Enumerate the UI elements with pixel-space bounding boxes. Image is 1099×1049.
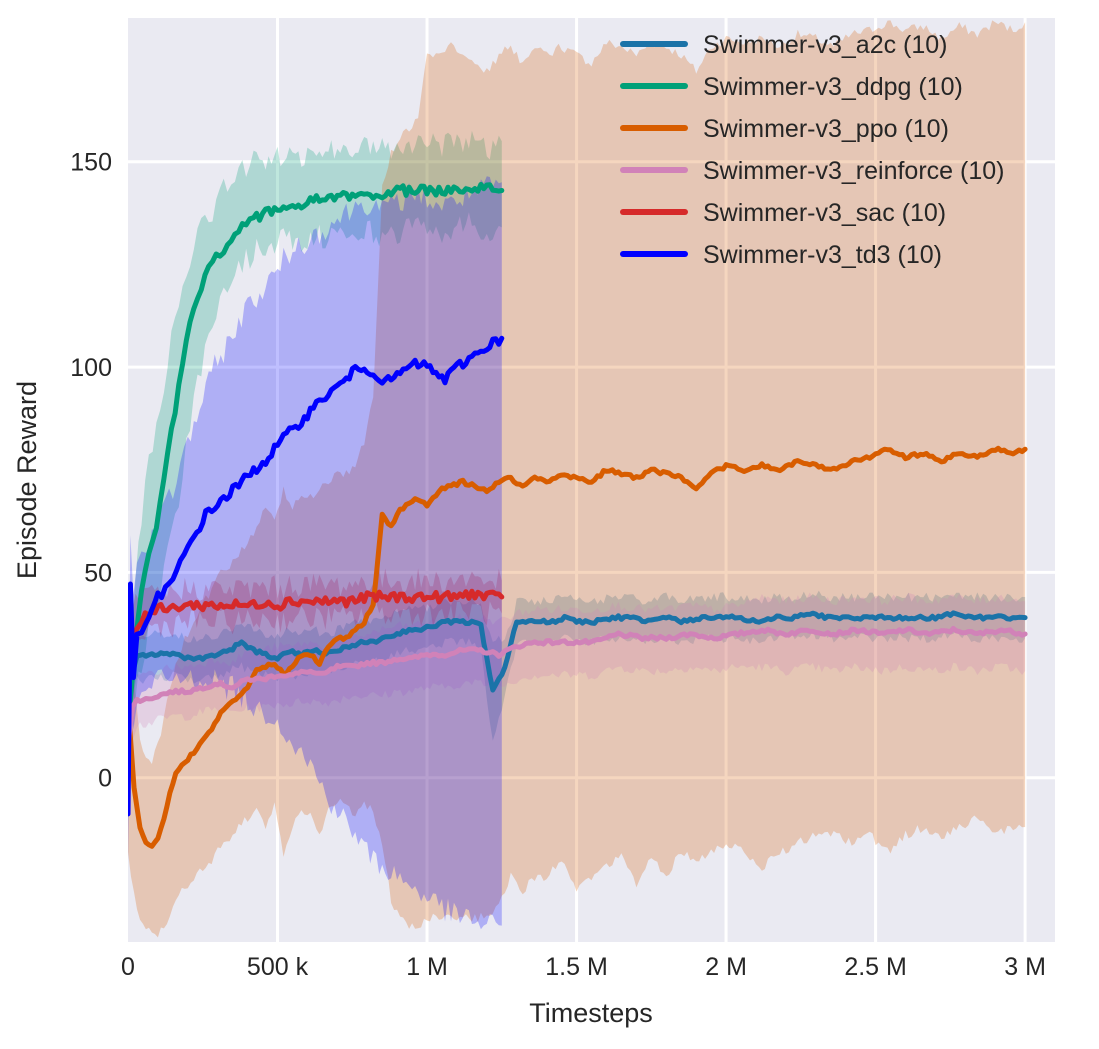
legend-label-1: Swimmer-v3_ddpg (10) <box>703 73 963 101</box>
y-tick-label: 150 <box>70 149 112 177</box>
x-tick-label: 0 <box>121 953 135 981</box>
x-axis-title: Timesteps <box>529 998 653 1028</box>
y-tick-label: 0 <box>98 765 112 793</box>
legend-label-2: Swimmer-v3_ppo (10) <box>703 115 949 143</box>
y-tick-label: 100 <box>70 354 112 382</box>
x-tick-label: 1 M <box>406 953 448 981</box>
y-axis-tick-labels: 0 50 100 150 <box>70 149 112 793</box>
x-tick-label: 2.5 M <box>844 953 907 981</box>
legend: Swimmer-v3_a2c (10) Swimmer-v3_ddpg (10) S… <box>620 31 1004 269</box>
legend-label-3: Swimmer-v3_reinforce (10) <box>703 157 1004 185</box>
series-line-sac <box>128 588 505 685</box>
series-line-reinforce <box>128 625 1028 747</box>
series-lines <box>128 181 1028 849</box>
y-axis-title: Episode Reward <box>12 381 42 579</box>
y-tick-label: 50 <box>84 559 112 587</box>
series-line-td3 <box>128 335 505 817</box>
confidence-band-reinforce <box>128 592 1026 772</box>
series-line-ddpg <box>128 181 505 727</box>
x-tick-label: 500 k <box>247 953 309 981</box>
legend-label-4: Swimmer-v3_sac (10) <box>703 199 946 227</box>
x-axis-tick-labels: 0 500 k 1 M 1.5 M 2 M 2.5 M 3 M <box>121 953 1046 981</box>
x-tick-label: 2 M <box>705 953 747 981</box>
legend-label-0: Swimmer-v3_a2c (10) <box>703 31 948 59</box>
x-tick-label: 1.5 M <box>545 953 608 981</box>
x-tick-label: 3 M <box>1004 953 1046 981</box>
series-line-ppo <box>128 445 1028 849</box>
legend-label-5: Swimmer-v3_td3 (10) <box>703 241 942 269</box>
confidence-band-ddpg <box>128 130 502 770</box>
series-line-a2c <box>128 610 1028 716</box>
